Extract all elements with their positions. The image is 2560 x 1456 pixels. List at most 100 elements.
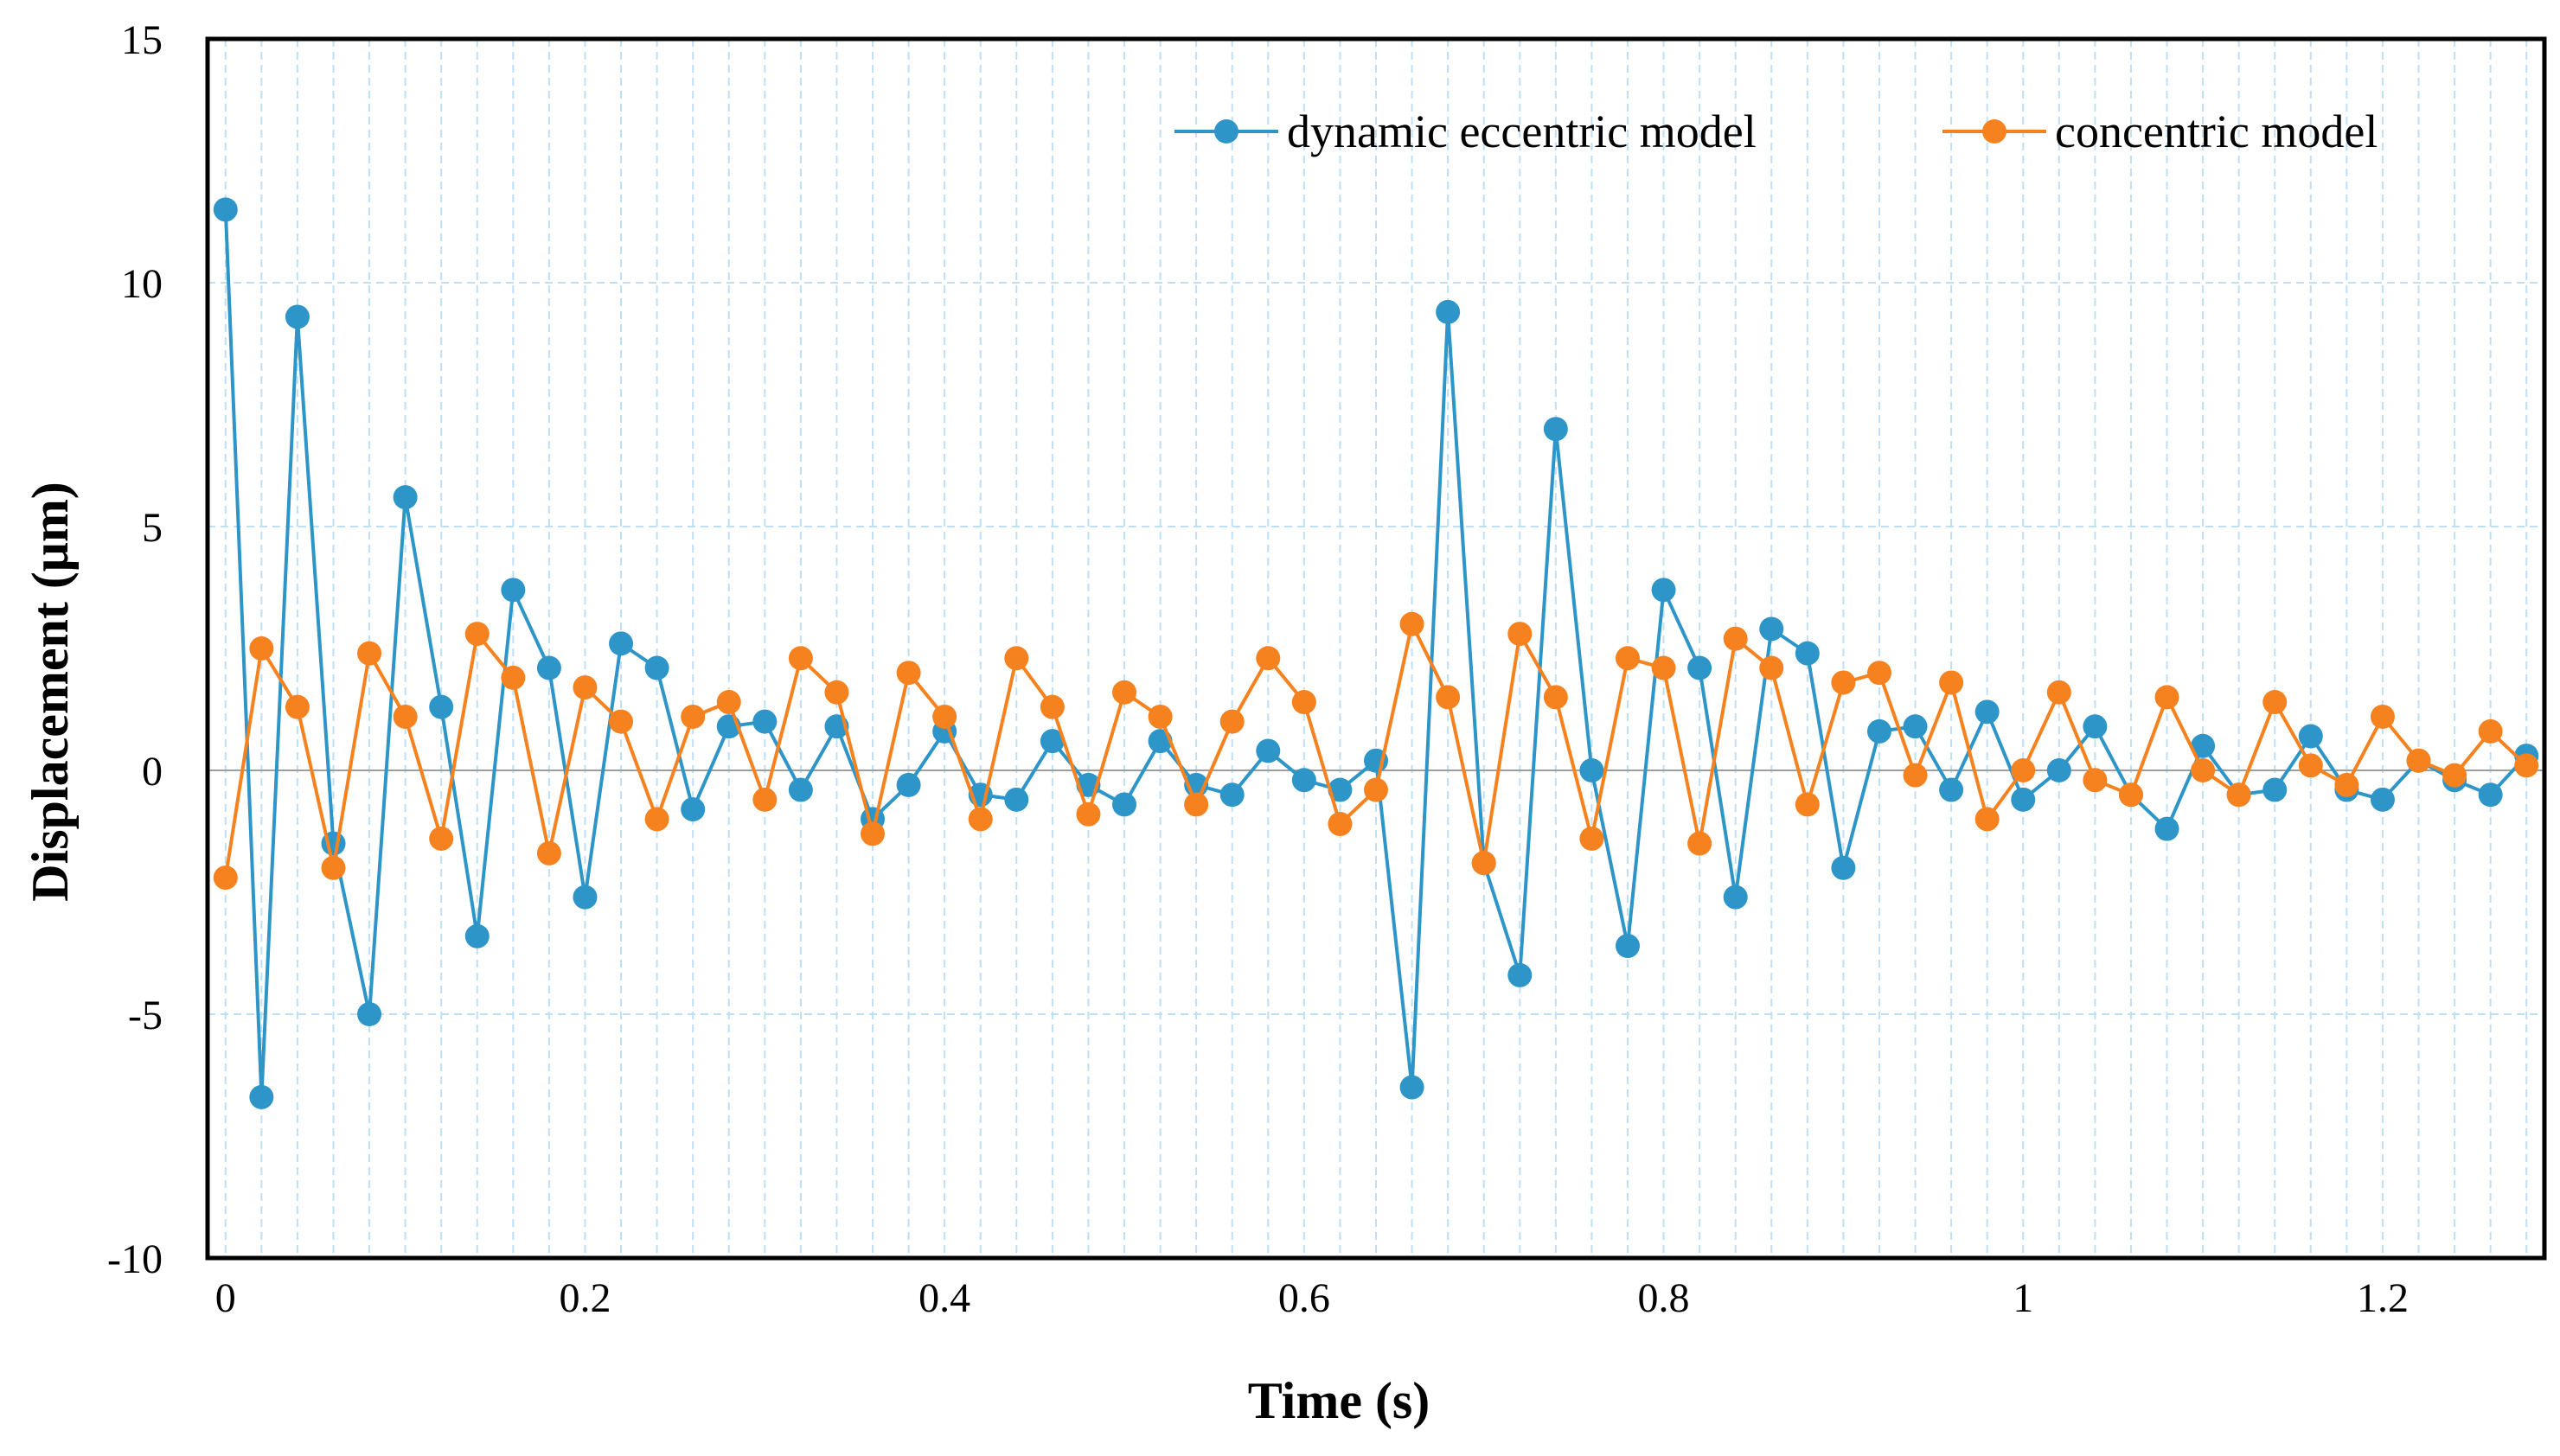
data-point	[2442, 763, 2467, 788]
data-point	[573, 675, 598, 700]
data-point	[2083, 768, 2108, 793]
x-tick-label: 0.4	[918, 1275, 970, 1321]
data-point	[1004, 787, 1029, 812]
data-point	[788, 646, 813, 671]
data-point	[1076, 801, 1101, 827]
data-point	[1399, 611, 1424, 636]
data-point	[1615, 934, 1640, 959]
data-point	[1471, 851, 1496, 876]
data-point	[861, 821, 886, 846]
legend-label-concentric: concentric model	[2055, 105, 2378, 157]
data-point	[1974, 699, 2000, 725]
data-point	[896, 772, 921, 797]
data-point	[1112, 792, 1137, 817]
data-point	[573, 884, 598, 910]
data-point	[2083, 714, 2108, 739]
data-point	[1866, 661, 1891, 686]
data-point	[1723, 884, 1748, 910]
x-tick-label: 0.6	[1278, 1275, 1330, 1321]
data-point	[932, 704, 957, 729]
data-point	[1651, 578, 1676, 603]
data-point	[393, 485, 418, 510]
data-point	[501, 578, 526, 603]
data-point	[1364, 777, 1388, 802]
data-point	[429, 694, 454, 719]
data-point	[2298, 753, 2323, 778]
data-point	[1256, 646, 1281, 671]
data-point	[2298, 724, 2323, 749]
data-point	[2154, 816, 2179, 841]
data-point	[2478, 782, 2503, 808]
data-point	[1723, 626, 1748, 651]
data-point	[1328, 777, 1353, 802]
data-point	[2262, 690, 2288, 715]
data-point	[2478, 718, 2503, 744]
data-point	[536, 655, 561, 680]
data-point	[1328, 812, 1353, 837]
data-point	[2046, 680, 2071, 705]
data-point	[1112, 680, 1137, 705]
data-point	[1543, 417, 1568, 442]
data-point	[1903, 763, 1928, 788]
data-point	[1256, 738, 1281, 763]
data-point	[609, 631, 634, 656]
data-point	[285, 694, 310, 719]
data-point	[1866, 718, 1891, 744]
data-point	[536, 840, 561, 865]
data-point	[1040, 694, 1065, 719]
data-point	[249, 636, 274, 661]
data-point	[501, 665, 526, 690]
legend-label-dynamic-eccentric: dynamic eccentric model	[1287, 105, 1757, 157]
data-point	[2011, 787, 2036, 812]
data-point	[2514, 753, 2539, 778]
data-point	[609, 709, 634, 734]
legend: dynamic eccentric model concentric model	[1174, 105, 2378, 157]
data-point	[464, 923, 490, 948]
data-point	[788, 777, 813, 802]
y-tick-label: 10	[121, 261, 163, 307]
data-point	[1974, 807, 2000, 832]
data-point	[393, 704, 418, 729]
data-point	[1291, 690, 1316, 715]
data-point	[429, 826, 454, 851]
series-layer	[213, 197, 2539, 1109]
data-point	[464, 622, 490, 647]
data-point	[285, 304, 310, 329]
data-point	[1579, 826, 1604, 851]
data-point	[1543, 685, 1568, 710]
data-point	[1436, 685, 1461, 710]
data-point	[2226, 782, 2251, 808]
data-point	[1579, 758, 1604, 782]
data-point	[1507, 962, 1533, 987]
x-tick-labels: 0 0.2 0.4 0.6 0.8 1 1.2	[215, 1275, 2409, 1321]
data-point	[1399, 1075, 1424, 1100]
data-point	[1903, 714, 1928, 739]
data-point	[2191, 733, 2216, 758]
data-point	[1939, 670, 1964, 695]
data-point	[1004, 646, 1029, 671]
data-point	[1436, 299, 1461, 324]
data-point	[752, 787, 778, 812]
data-point	[1939, 777, 1964, 802]
data-point	[1184, 792, 1209, 817]
data-point	[716, 690, 741, 715]
data-point	[1687, 655, 1712, 680]
y-tick-label: -10	[107, 1236, 163, 1282]
data-point	[2011, 758, 2036, 782]
data-point	[1040, 729, 1065, 754]
data-point	[644, 807, 669, 832]
data-point	[213, 865, 238, 891]
y-tick-labels: -10 -5 0 5 10 15	[107, 17, 163, 1282]
data-point	[1795, 792, 1820, 817]
y-tick-label: 0	[142, 749, 163, 795]
x-tick-label: 1	[2013, 1275, 2033, 1321]
data-point	[644, 655, 669, 680]
data-point	[2406, 748, 2431, 773]
series-0	[213, 197, 2539, 1109]
x-tick-label: 0	[215, 1275, 236, 1321]
data-point	[2262, 777, 2288, 802]
data-point	[1831, 670, 1856, 695]
y-axis-title: Displacement (μm)	[22, 482, 79, 902]
data-point	[2334, 772, 2359, 797]
